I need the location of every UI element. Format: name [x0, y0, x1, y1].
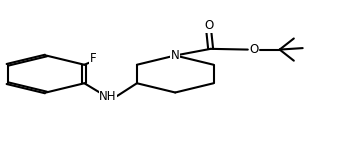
Text: NH: NH	[99, 90, 117, 103]
Text: O: O	[250, 43, 259, 56]
Text: F: F	[90, 52, 97, 65]
Text: O: O	[204, 19, 213, 32]
Text: N: N	[171, 49, 179, 62]
